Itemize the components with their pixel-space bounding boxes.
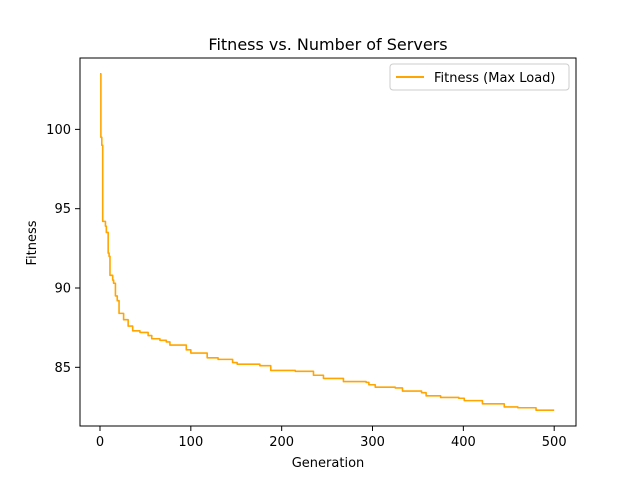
x-tick-label: 500 xyxy=(542,435,567,450)
x-tick-label: 100 xyxy=(178,435,203,450)
x-tick-label: 0 xyxy=(96,435,104,450)
legend: Fitness (Max Load) xyxy=(389,63,570,91)
series-line-fitness xyxy=(99,73,555,411)
x-tick-label: 400 xyxy=(451,435,476,450)
x-tick-label: 200 xyxy=(269,435,294,450)
x-tick-label: 300 xyxy=(360,435,385,450)
legend-box xyxy=(389,63,570,91)
y-tick-label: 90 xyxy=(54,282,71,297)
x-axis-label: Generation xyxy=(292,456,365,471)
legend-label: Fitness (Max Load) xyxy=(434,71,556,86)
y-tick-label: 85 xyxy=(54,361,71,376)
y-tick-label: 100 xyxy=(46,123,71,138)
plot-layer: 0 100 200 300 400 500 85 90 95 100 xyxy=(46,57,577,450)
y-tick-label: 95 xyxy=(54,202,71,217)
chart-title: Fitness vs. Number of Servers xyxy=(208,35,447,54)
plot-frame xyxy=(79,57,577,427)
y-axis-label: Fitness xyxy=(25,220,40,265)
